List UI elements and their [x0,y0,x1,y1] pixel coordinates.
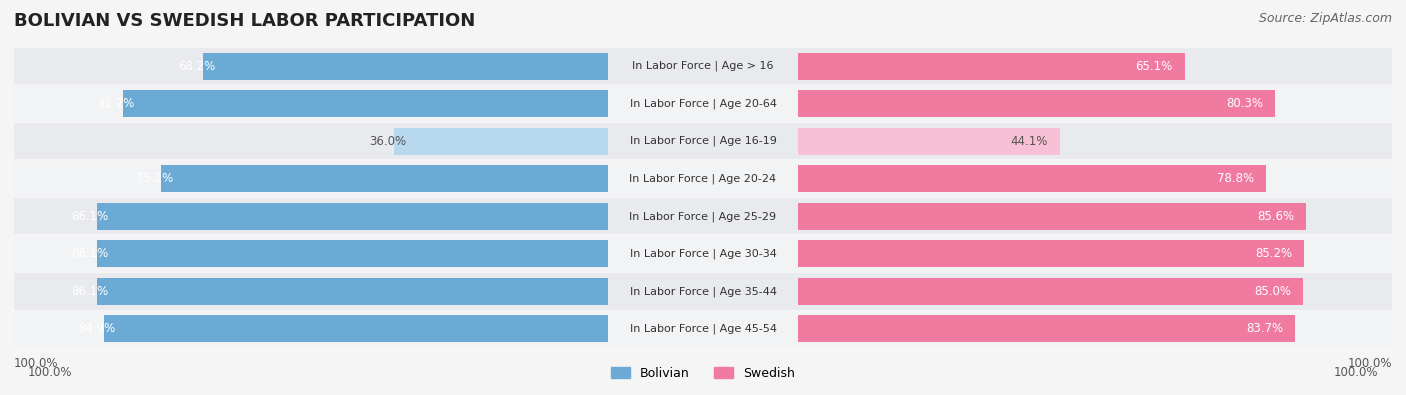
Bar [797,123,1392,160]
Text: BOLIVIAN VS SWEDISH LABOR PARTICIPATION: BOLIVIAN VS SWEDISH LABOR PARTICIPATION [14,12,475,30]
Text: In Labor Force | Age 30-34: In Labor Force | Age 30-34 [630,248,776,259]
Bar [797,48,1392,85]
Text: In Labor Force | Age 20-64: In Labor Force | Age 20-64 [630,98,776,109]
Bar [14,48,609,85]
Bar [797,198,1392,235]
Text: 78.8%: 78.8% [1218,172,1254,185]
Text: 86.1%: 86.1% [72,247,108,260]
Bar [797,273,1392,310]
Text: In Labor Force | Age 20-24: In Labor Force | Age 20-24 [630,173,776,184]
Bar [797,128,1060,155]
Bar [14,160,609,197]
Bar [14,198,609,235]
Text: 100.0%: 100.0% [14,357,59,370]
Bar [14,273,609,310]
Text: 84.9%: 84.9% [79,322,115,335]
Bar [14,85,609,122]
Text: In Labor Force | Age > 16: In Labor Force | Age > 16 [633,61,773,71]
Text: Source: ZipAtlas.com: Source: ZipAtlas.com [1258,12,1392,25]
Text: In Labor Force | Age 35-44: In Labor Force | Age 35-44 [630,286,776,297]
Text: 100.0%: 100.0% [28,366,73,379]
Text: 85.6%: 85.6% [1257,210,1295,223]
Bar [14,310,609,347]
Text: In Labor Force | Age 25-29: In Labor Force | Age 25-29 [630,211,776,222]
Bar [104,315,609,342]
Bar [797,235,1392,272]
Text: 75.2%: 75.2% [136,172,173,185]
Bar [609,235,797,272]
Bar [609,273,797,310]
Text: 86.1%: 86.1% [72,285,108,298]
Bar [14,123,609,160]
Text: 100.0%: 100.0% [1333,366,1378,379]
Bar [97,203,609,230]
Text: 85.2%: 85.2% [1256,247,1292,260]
Text: 36.0%: 36.0% [370,135,406,148]
Bar [797,203,1306,230]
Text: 65.1%: 65.1% [1136,60,1173,73]
Text: In Labor Force | Age 45-54: In Labor Force | Age 45-54 [630,324,776,334]
Bar [14,235,609,272]
Bar [162,165,609,192]
Text: 100.0%: 100.0% [1347,357,1392,370]
Bar [395,128,609,155]
Text: 68.2%: 68.2% [177,60,215,73]
Bar [609,123,797,160]
Bar [122,90,609,117]
Bar [797,315,1295,342]
Bar [797,90,1275,117]
Bar [797,165,1265,192]
Text: 85.0%: 85.0% [1254,285,1291,298]
Text: 44.1%: 44.1% [1011,135,1047,148]
Text: 83.7%: 83.7% [1246,322,1284,335]
Text: In Labor Force | Age 16-19: In Labor Force | Age 16-19 [630,136,776,147]
Bar [609,48,797,85]
Bar [97,240,609,267]
Bar [202,53,609,80]
Text: 81.7%: 81.7% [97,97,135,110]
Bar [609,160,797,197]
Text: 80.3%: 80.3% [1226,97,1263,110]
Bar [797,240,1303,267]
Bar [797,160,1392,197]
Legend: Bolivian, Swedish: Bolivian, Swedish [606,362,800,385]
Bar [609,198,797,235]
Bar [797,85,1392,122]
Bar [97,278,609,305]
Bar [609,310,797,347]
Bar [609,85,797,122]
Bar [797,278,1303,305]
Bar [797,310,1392,347]
Text: 86.1%: 86.1% [72,210,108,223]
Bar [797,53,1184,80]
